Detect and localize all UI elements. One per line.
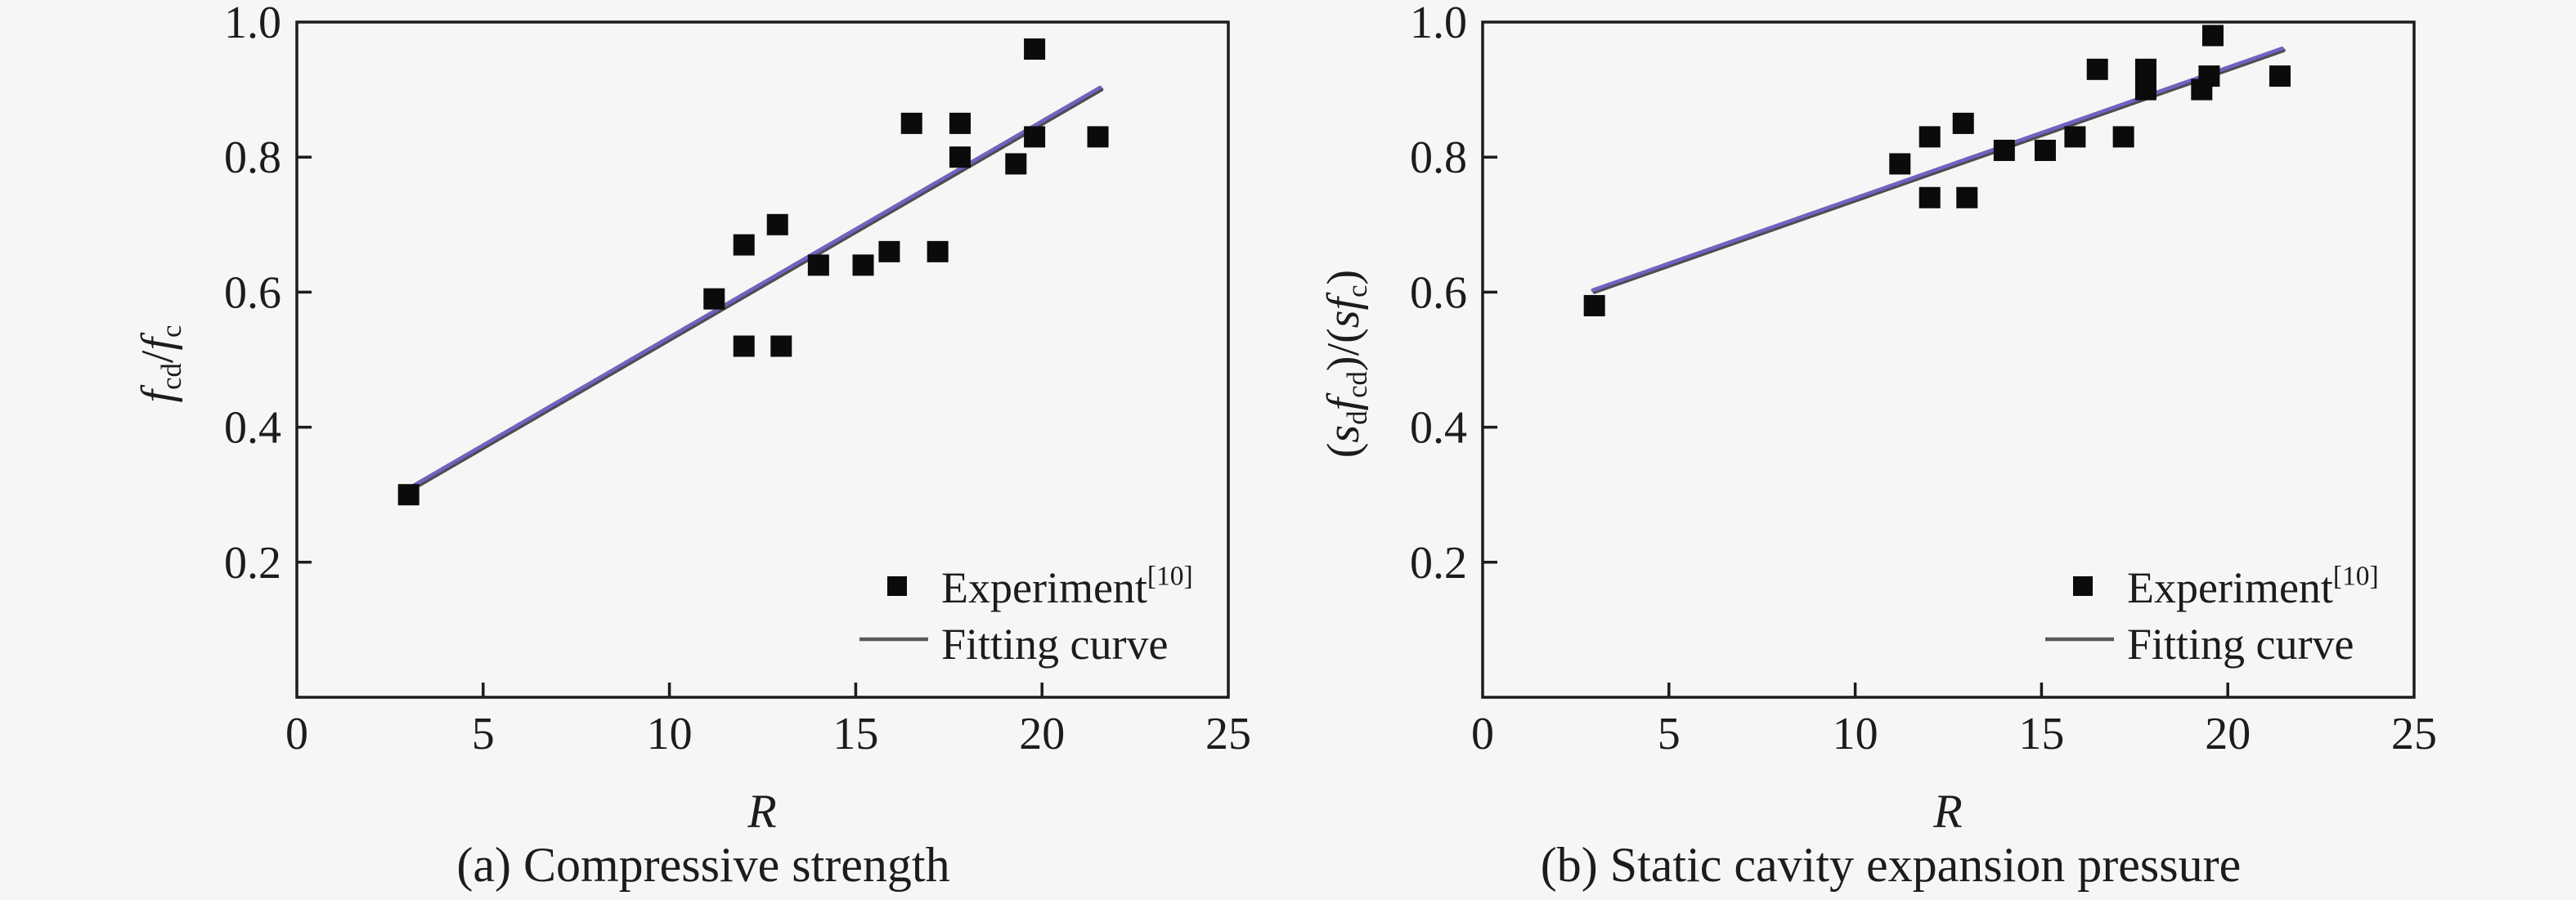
caption-b: (b) Static cavity expansion pressure: [1541, 838, 2241, 892]
plot-frame: [295, 20, 1230, 699]
experiment-point: [1952, 112, 1974, 134]
legend-fit-label: Fitting curve: [941, 620, 1168, 669]
experiment-point: [949, 146, 971, 168]
experiment-point: [1919, 126, 1941, 148]
caption-a: (a) Compressive strength: [456, 838, 949, 892]
y-tick-label: 0.6: [224, 267, 281, 318]
experiment-point: [2086, 58, 2108, 80]
x-tick-label: 20: [1019, 709, 1065, 759]
experiment-point: [1919, 186, 1941, 208]
x-tick-label: 5: [1658, 709, 1681, 759]
experiment-point: [900, 112, 922, 134]
experiment-point: [807, 254, 829, 276]
x-tick-label: 20: [2205, 709, 2251, 759]
experiment-point: [878, 240, 900, 262]
x-axis-label-a: R: [747, 785, 776, 838]
legend-experiment-label: Experiment[10]: [941, 561, 1193, 612]
x-tick-label: 15: [832, 709, 878, 759]
experiment-point: [1583, 294, 1605, 316]
chart-panel-a: 0 5 10 15 20 250.20.40.60.81.0fcd/fcExperimen…: [132, 0, 1251, 759]
x-tick-label: 5: [472, 709, 495, 759]
y-tick-label: 0.8: [224, 132, 281, 183]
experiment-point: [1005, 153, 1027, 175]
fit-line-blue: [1591, 46, 2284, 293]
experiment-point: [2201, 25, 2224, 47]
fit-line-blue: [405, 85, 1102, 491]
experiment-point: [733, 234, 755, 256]
fit-line-gray: [406, 87, 1104, 494]
x-tick-label: 15: [2018, 709, 2064, 759]
y-tick-label: 0.8: [1410, 132, 1467, 183]
chart-panel-b: 0 5 10 15 20 25 0.2 0.4 0.6 0.8 1.0 (sdfcd)/(sfc) Ex…: [1318, 0, 2437, 759]
y-axis-label: (sdfcd)/(sfc): [1318, 270, 1373, 458]
experiment-point: [397, 484, 420, 506]
experiment-point: [766, 213, 788, 235]
experiment-point: [733, 335, 755, 357]
experiment-point: [1024, 126, 1046, 148]
x-tick-label: 0: [1471, 709, 1494, 759]
y-tick-label: 1.0: [1410, 0, 1467, 48]
legend-experiment-label: Experiment[10]: [2127, 561, 2379, 612]
plot-frame: [1481, 20, 2416, 699]
experiment-point: [1956, 186, 1978, 208]
x-tick-label: 0: [285, 709, 308, 759]
x-axis-label-b: R: [1932, 785, 1962, 838]
experiment-point: [949, 112, 971, 134]
x-tick-label: 10: [1833, 709, 1878, 759]
y-tick-label: 0.4: [224, 403, 281, 454]
legend-fit-label: Fitting curve: [2127, 620, 2354, 669]
experiment-point: [852, 254, 874, 276]
experiment-point: [2112, 126, 2134, 148]
experiment-point: [770, 335, 792, 357]
fit-line-gray: [1592, 48, 2286, 294]
y-tick-label: 0.6: [1410, 267, 1467, 318]
experiment-point: [2269, 65, 2291, 87]
x-tick-label: 25: [2391, 709, 2437, 759]
y-tick-label: 1.0: [224, 0, 281, 48]
experiment-point: [2134, 58, 2156, 80]
experiment-point: [703, 288, 725, 310]
experiment-point: [1993, 139, 2015, 161]
experiment-point: [2198, 65, 2220, 87]
experiment-point: [2134, 78, 2156, 101]
experiment-point: [1087, 126, 1109, 148]
legend-experiment-marker: [887, 576, 907, 596]
y-tick-label: 0.4: [1410, 403, 1467, 454]
experiment-point: [2064, 126, 2086, 148]
y-tick-label: 0.2: [1410, 538, 1467, 589]
x-tick-label: 25: [1205, 709, 1251, 759]
experiment-point: [1024, 38, 1046, 60]
experiment-point: [1889, 153, 1911, 175]
experiment-point: [2034, 139, 2056, 161]
y-tick-label: 0.2: [224, 538, 281, 589]
legend-experiment-marker: [2073, 576, 2093, 596]
x-tick-label: 10: [647, 709, 693, 759]
experiment-point: [927, 240, 949, 262]
